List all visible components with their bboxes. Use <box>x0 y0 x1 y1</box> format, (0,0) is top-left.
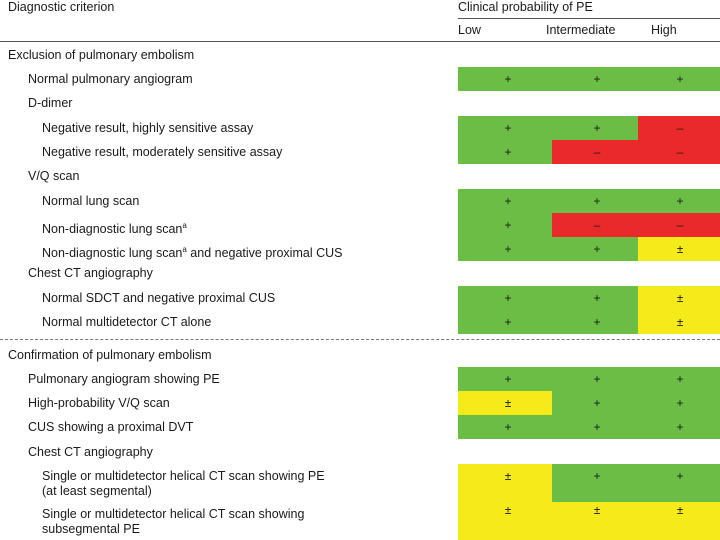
cell-intermediate: + <box>593 372 601 386</box>
cell-intermediate: ± <box>593 503 601 517</box>
cell-group <box>458 213 552 237</box>
column-header-criterion: Diagnostic criterion <box>8 0 115 14</box>
cell-low: + <box>504 420 512 434</box>
row-label-line1: Single or multidetector helical CT scan … <box>42 469 325 483</box>
cell-group <box>458 415 720 439</box>
section-title-confirmation: Confirmation of pulmonary embolism <box>8 348 212 362</box>
column-header-intermediate: Intermediate <box>546 23 616 37</box>
header-subrule <box>458 18 720 19</box>
row-label-chest-ct-angiography: Chest CT angiography <box>28 266 153 280</box>
cell-group <box>458 286 638 334</box>
cell-high: + <box>676 396 684 410</box>
cell-high: + <box>676 72 684 86</box>
cell-intermediate: – <box>593 145 601 159</box>
cell-low: + <box>504 291 512 305</box>
cell-group <box>458 67 720 91</box>
cell-intermediate: + <box>593 469 601 483</box>
row-label-text-rest: and negative proximal CUS <box>186 246 343 261</box>
cell-group <box>638 116 720 140</box>
row-label-non-diagnostic-lung-scan: Non-diagnostic lung scana <box>42 218 187 237</box>
cell-intermediate: + <box>593 315 601 329</box>
row-label-pulmonary-angiogram-pe: Pulmonary angiogram showing PE <box>28 372 220 386</box>
cell-high: + <box>676 420 684 434</box>
cell-intermediate: + <box>593 291 601 305</box>
row-label-normal-lung-scan: Normal lung scan <box>42 194 140 208</box>
row-label-line2: (at least segmental) <box>42 484 152 498</box>
footnote-marker: a <box>182 245 187 254</box>
row-label-d-dimer: D-dimer <box>28 96 73 110</box>
cell-high: – <box>676 121 684 135</box>
cell-group <box>552 502 720 540</box>
cell-group <box>638 237 720 261</box>
cell-group <box>552 391 720 415</box>
row-label-normal-sdct: Normal SDCT and negative proximal CUS <box>42 291 276 305</box>
row-label-negative-moderately-sensitive: Negative result, moderately sensitive as… <box>42 145 283 159</box>
cell-group <box>458 116 638 140</box>
cell-low: + <box>504 315 512 329</box>
cell-group <box>458 464 552 540</box>
cell-high: + <box>676 194 684 208</box>
row-label-helical-ct-subsegmental: Single or multidetector helical CT scan … <box>42 507 304 537</box>
column-header-high: High <box>651 23 677 37</box>
cell-low: + <box>504 218 512 232</box>
row-label-non-diagnostic-and-cus: Non-diagnostic lung scana and negative p… <box>42 242 342 261</box>
cell-high: + <box>676 469 684 483</box>
cell-intermediate: + <box>593 121 601 135</box>
cell-low: ± <box>504 469 512 483</box>
cell-intermediate: + <box>593 396 601 410</box>
row-label-negative-highly-sensitive: Negative result, highly sensitive assay <box>42 121 254 135</box>
cell-low: + <box>504 372 512 386</box>
header-bottom-rule <box>0 41 720 42</box>
cell-low: ± <box>504 503 512 517</box>
row-label-vq-scan: V/Q scan <box>28 169 80 183</box>
cell-group <box>552 464 720 502</box>
cell-intermediate: + <box>593 72 601 86</box>
footnote-marker: a <box>182 221 187 230</box>
column-header-probability: Clinical probability of PE <box>458 0 593 14</box>
cell-intermediate: – <box>593 218 601 232</box>
cell-group <box>458 189 720 213</box>
section-divider <box>0 339 720 340</box>
row-label-cus-proximal-dvt: CUS showing a proximal DVT <box>28 420 194 434</box>
row-label-line2: subsegmental PE <box>42 522 140 536</box>
cell-group <box>458 391 552 415</box>
section-title-exclusion: Exclusion of pulmonary embolism <box>8 48 195 62</box>
cell-low: + <box>504 121 512 135</box>
cell-intermediate: + <box>593 194 601 208</box>
cell-group <box>458 237 638 261</box>
cell-low: + <box>504 72 512 86</box>
cell-low: ± <box>504 396 512 410</box>
cell-high: + <box>676 372 684 386</box>
cell-group <box>552 140 720 164</box>
cell-high: ± <box>676 242 684 256</box>
cell-high: – <box>676 218 684 232</box>
row-label-chest-ct-angiography-2: Chest CT angiography <box>28 445 153 459</box>
row-label-helical-ct-segmental: Single or multidetector helical CT scan … <box>42 469 325 499</box>
cell-intermediate: + <box>593 242 601 256</box>
cell-high: ± <box>676 503 684 517</box>
column-header-low: Low <box>458 23 481 37</box>
cell-low: + <box>504 242 512 256</box>
row-label-line1: Single or multidetector helical CT scan … <box>42 507 305 521</box>
cell-low: + <box>504 194 512 208</box>
row-label-normal-pulmonary-angiogram: Normal pulmonary angiogram <box>28 72 193 86</box>
cell-group <box>638 286 720 334</box>
row-label-text: Non-diagnostic lung scan <box>42 246 183 261</box>
row-label-text: Non-diagnostic lung scan <box>42 222 183 237</box>
cell-group <box>552 213 720 237</box>
cell-low: + <box>504 145 512 159</box>
row-label-high-probability-vq: High-probability V/Q scan <box>28 396 170 410</box>
row-label-normal-multidetector-ct: Normal multidetector CT alone <box>42 315 212 329</box>
cell-high: ± <box>676 291 684 305</box>
cell-group <box>458 140 552 164</box>
cell-group <box>458 367 720 391</box>
cell-high: ± <box>676 315 684 329</box>
cell-high: – <box>676 145 684 159</box>
cell-intermediate: + <box>593 420 601 434</box>
